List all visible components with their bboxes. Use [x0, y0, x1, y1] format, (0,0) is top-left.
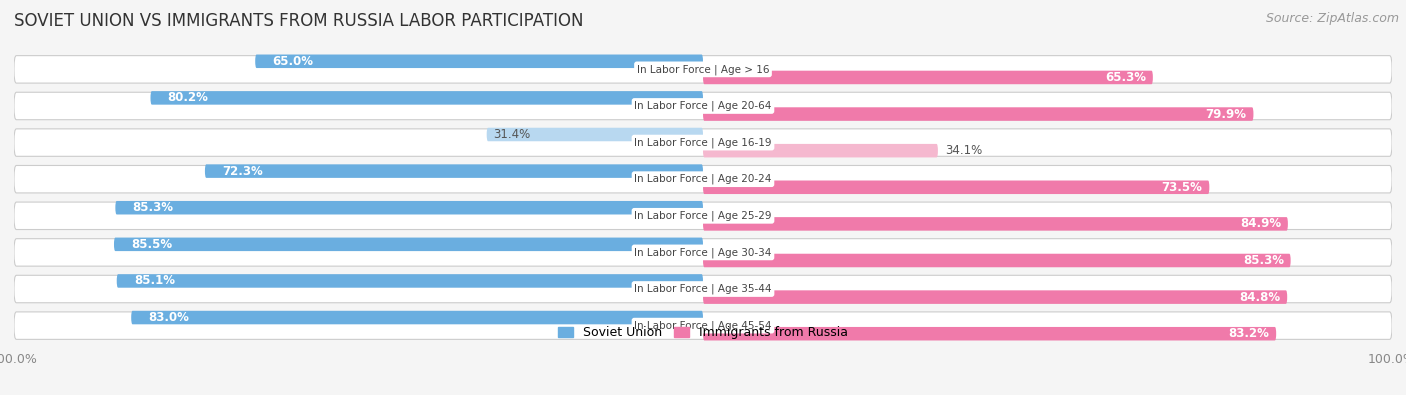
Text: In Labor Force | Age 20-64: In Labor Force | Age 20-64: [634, 101, 772, 111]
FancyBboxPatch shape: [14, 312, 1392, 339]
Text: 65.3%: 65.3%: [1105, 71, 1146, 84]
Text: In Labor Force | Age 35-44: In Labor Force | Age 35-44: [634, 284, 772, 294]
FancyBboxPatch shape: [703, 71, 1153, 84]
Text: 72.3%: 72.3%: [222, 165, 263, 178]
FancyBboxPatch shape: [703, 144, 938, 158]
FancyBboxPatch shape: [114, 237, 703, 251]
Text: In Labor Force | Age 25-29: In Labor Force | Age 25-29: [634, 211, 772, 221]
Text: 73.5%: 73.5%: [1161, 181, 1202, 194]
FancyBboxPatch shape: [703, 327, 1277, 340]
FancyBboxPatch shape: [486, 128, 703, 141]
Text: 65.0%: 65.0%: [273, 55, 314, 68]
FancyBboxPatch shape: [703, 254, 1291, 267]
FancyBboxPatch shape: [14, 56, 1392, 83]
Text: In Labor Force | Age 45-54: In Labor Force | Age 45-54: [634, 320, 772, 331]
FancyBboxPatch shape: [14, 239, 1392, 266]
Text: 85.3%: 85.3%: [1243, 254, 1284, 267]
FancyBboxPatch shape: [254, 55, 703, 68]
Text: Source: ZipAtlas.com: Source: ZipAtlas.com: [1265, 12, 1399, 25]
Text: 34.1%: 34.1%: [945, 144, 981, 157]
FancyBboxPatch shape: [14, 129, 1392, 156]
FancyBboxPatch shape: [14, 166, 1392, 193]
FancyBboxPatch shape: [703, 107, 1254, 121]
FancyBboxPatch shape: [117, 274, 703, 288]
FancyBboxPatch shape: [703, 217, 1288, 231]
FancyBboxPatch shape: [703, 290, 1288, 304]
FancyBboxPatch shape: [703, 181, 1209, 194]
Text: 80.2%: 80.2%: [167, 91, 208, 104]
Text: 85.3%: 85.3%: [132, 201, 173, 214]
Text: 85.1%: 85.1%: [134, 275, 174, 288]
Text: In Labor Force | Age 20-24: In Labor Force | Age 20-24: [634, 174, 772, 184]
Text: 84.8%: 84.8%: [1239, 291, 1281, 304]
Text: In Labor Force | Age 30-34: In Labor Force | Age 30-34: [634, 247, 772, 258]
FancyBboxPatch shape: [205, 164, 703, 178]
FancyBboxPatch shape: [131, 311, 703, 324]
FancyBboxPatch shape: [14, 275, 1392, 303]
Text: SOVIET UNION VS IMMIGRANTS FROM RUSSIA LABOR PARTICIPATION: SOVIET UNION VS IMMIGRANTS FROM RUSSIA L…: [14, 12, 583, 30]
FancyBboxPatch shape: [150, 91, 703, 105]
Text: 85.5%: 85.5%: [131, 238, 173, 251]
Text: 79.9%: 79.9%: [1205, 107, 1247, 120]
Text: 31.4%: 31.4%: [494, 128, 531, 141]
FancyBboxPatch shape: [14, 202, 1392, 229]
Legend: Soviet Union, Immigrants from Russia: Soviet Union, Immigrants from Russia: [553, 322, 853, 344]
FancyBboxPatch shape: [115, 201, 703, 214]
Text: 84.9%: 84.9%: [1240, 217, 1281, 230]
Text: In Labor Force | Age > 16: In Labor Force | Age > 16: [637, 64, 769, 75]
Text: 83.0%: 83.0%: [149, 311, 190, 324]
FancyBboxPatch shape: [14, 92, 1392, 120]
Text: In Labor Force | Age 16-19: In Labor Force | Age 16-19: [634, 137, 772, 148]
Text: 83.2%: 83.2%: [1229, 327, 1270, 340]
